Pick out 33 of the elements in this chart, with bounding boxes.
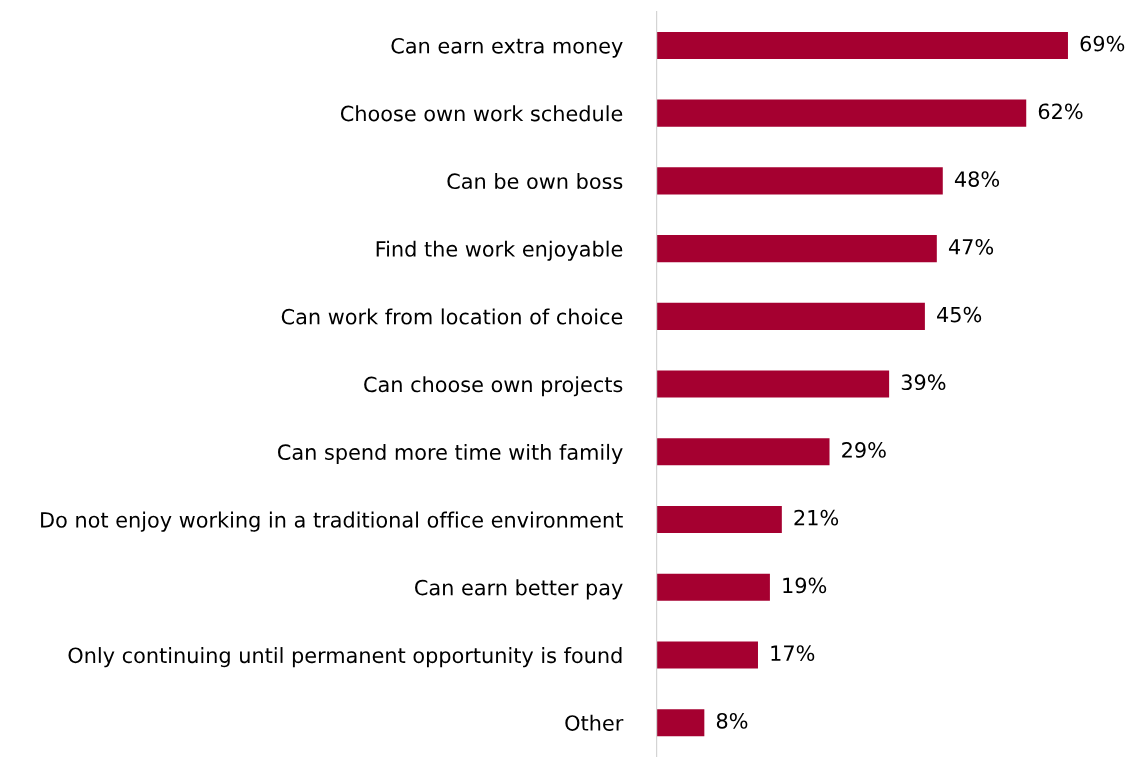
data-label: 69% <box>1080 35 1125 52</box>
y-tick-label: Find the work enjoyable <box>376 240 623 261</box>
bar <box>656 709 705 737</box>
y-tick-label: Can work from location of choice <box>281 308 623 325</box>
bar <box>656 438 830 466</box>
data-label: 8% <box>716 712 748 729</box>
bar <box>656 235 937 263</box>
bar <box>656 31 1068 59</box>
bar <box>656 370 890 398</box>
data-label: 21% <box>794 509 839 526</box>
y-tick-label: Other <box>565 714 624 731</box>
bar <box>656 505 782 534</box>
y-tick-label: Choose own work schedule <box>340 105 623 122</box>
data-label: 62% <box>1038 103 1083 120</box>
y-tick-label: Can earn extra money <box>391 37 623 58</box>
y-tick-label: Can spend more time with family <box>278 443 623 465</box>
y-tick-label: Can be own boss <box>447 172 623 190</box>
bar <box>656 302 925 330</box>
data-label: 47% <box>948 238 994 255</box>
data-label: 19% <box>783 577 827 594</box>
bar <box>656 99 1027 127</box>
data-label: 39% <box>901 374 946 391</box>
y-tick-label: Do not enjoy working in a traditional office environment <box>41 511 623 532</box>
data-label: 45% <box>937 306 982 323</box>
bar <box>656 167 943 195</box>
y-tick-label: Can earn better pay <box>415 579 623 600</box>
y-tick-label: Can choose own projects <box>364 376 623 397</box>
bar <box>656 641 758 669</box>
data-label: 48% <box>954 171 1000 187</box>
data-label: 17% <box>771 645 815 662</box>
data-label: 29% <box>842 442 886 458</box>
y-tick-label: Only continuing until permanent opportunity is found <box>68 647 622 668</box>
bar <box>656 573 770 601</box>
